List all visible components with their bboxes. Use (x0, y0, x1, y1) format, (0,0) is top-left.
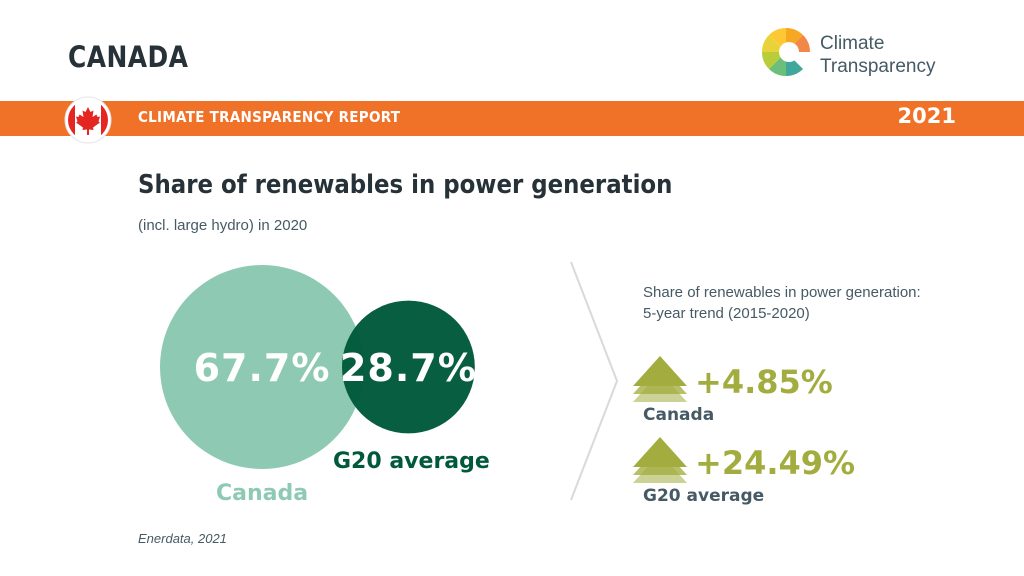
series-name-g20: G20 average (333, 449, 490, 474)
bubble-canada (160, 265, 364, 469)
chart-title: Share of renewables in power generation (138, 170, 673, 200)
circular-petal-logo-icon (761, 27, 811, 77)
trend-heading-line-2: 5-year trend (2015-2020) (643, 305, 810, 322)
report-banner (0, 101, 1024, 136)
trend-name-g20: G20 average (643, 486, 764, 506)
climate-transparency-logo: Climate Transparency (760, 26, 980, 86)
trend-value-g20: +24.49% (695, 444, 855, 482)
trend-heading: Share of renewables in power generation:… (643, 282, 993, 324)
value-label-canada: 67.7% (194, 346, 331, 390)
logo-wordmark: Climate Transparency (820, 32, 980, 78)
trend-value-canada: +4.85% (695, 363, 833, 401)
logo-line-1: Climate (820, 33, 885, 54)
trend-name-canada: Canada (643, 405, 714, 425)
report-label: CLIMATE TRANSPARENCY REPORT (138, 108, 401, 126)
canada-flag-icon (64, 96, 112, 144)
stacked-up-arrow-icon (633, 437, 687, 483)
report-year: 2021 (897, 104, 956, 128)
value-label-g20: 28.7% (340, 346, 477, 390)
chart-subtitle: (incl. large hydro) in 2020 (138, 217, 308, 234)
chevron-divider (570, 261, 619, 501)
country-title: CANADA (68, 40, 189, 74)
logo-line-2: Transparency (820, 56, 936, 77)
bubble-g20 (342, 300, 475, 434)
stacked-up-arrow-icon (633, 356, 687, 402)
arrow-layer (633, 453, 687, 483)
source-note: Enerdata, 2021 (138, 531, 227, 546)
series-name-canada: Canada (216, 481, 308, 506)
trend-heading-line-1: Share of renewables in power generation: (643, 284, 921, 301)
arrow-layer (633, 372, 687, 402)
